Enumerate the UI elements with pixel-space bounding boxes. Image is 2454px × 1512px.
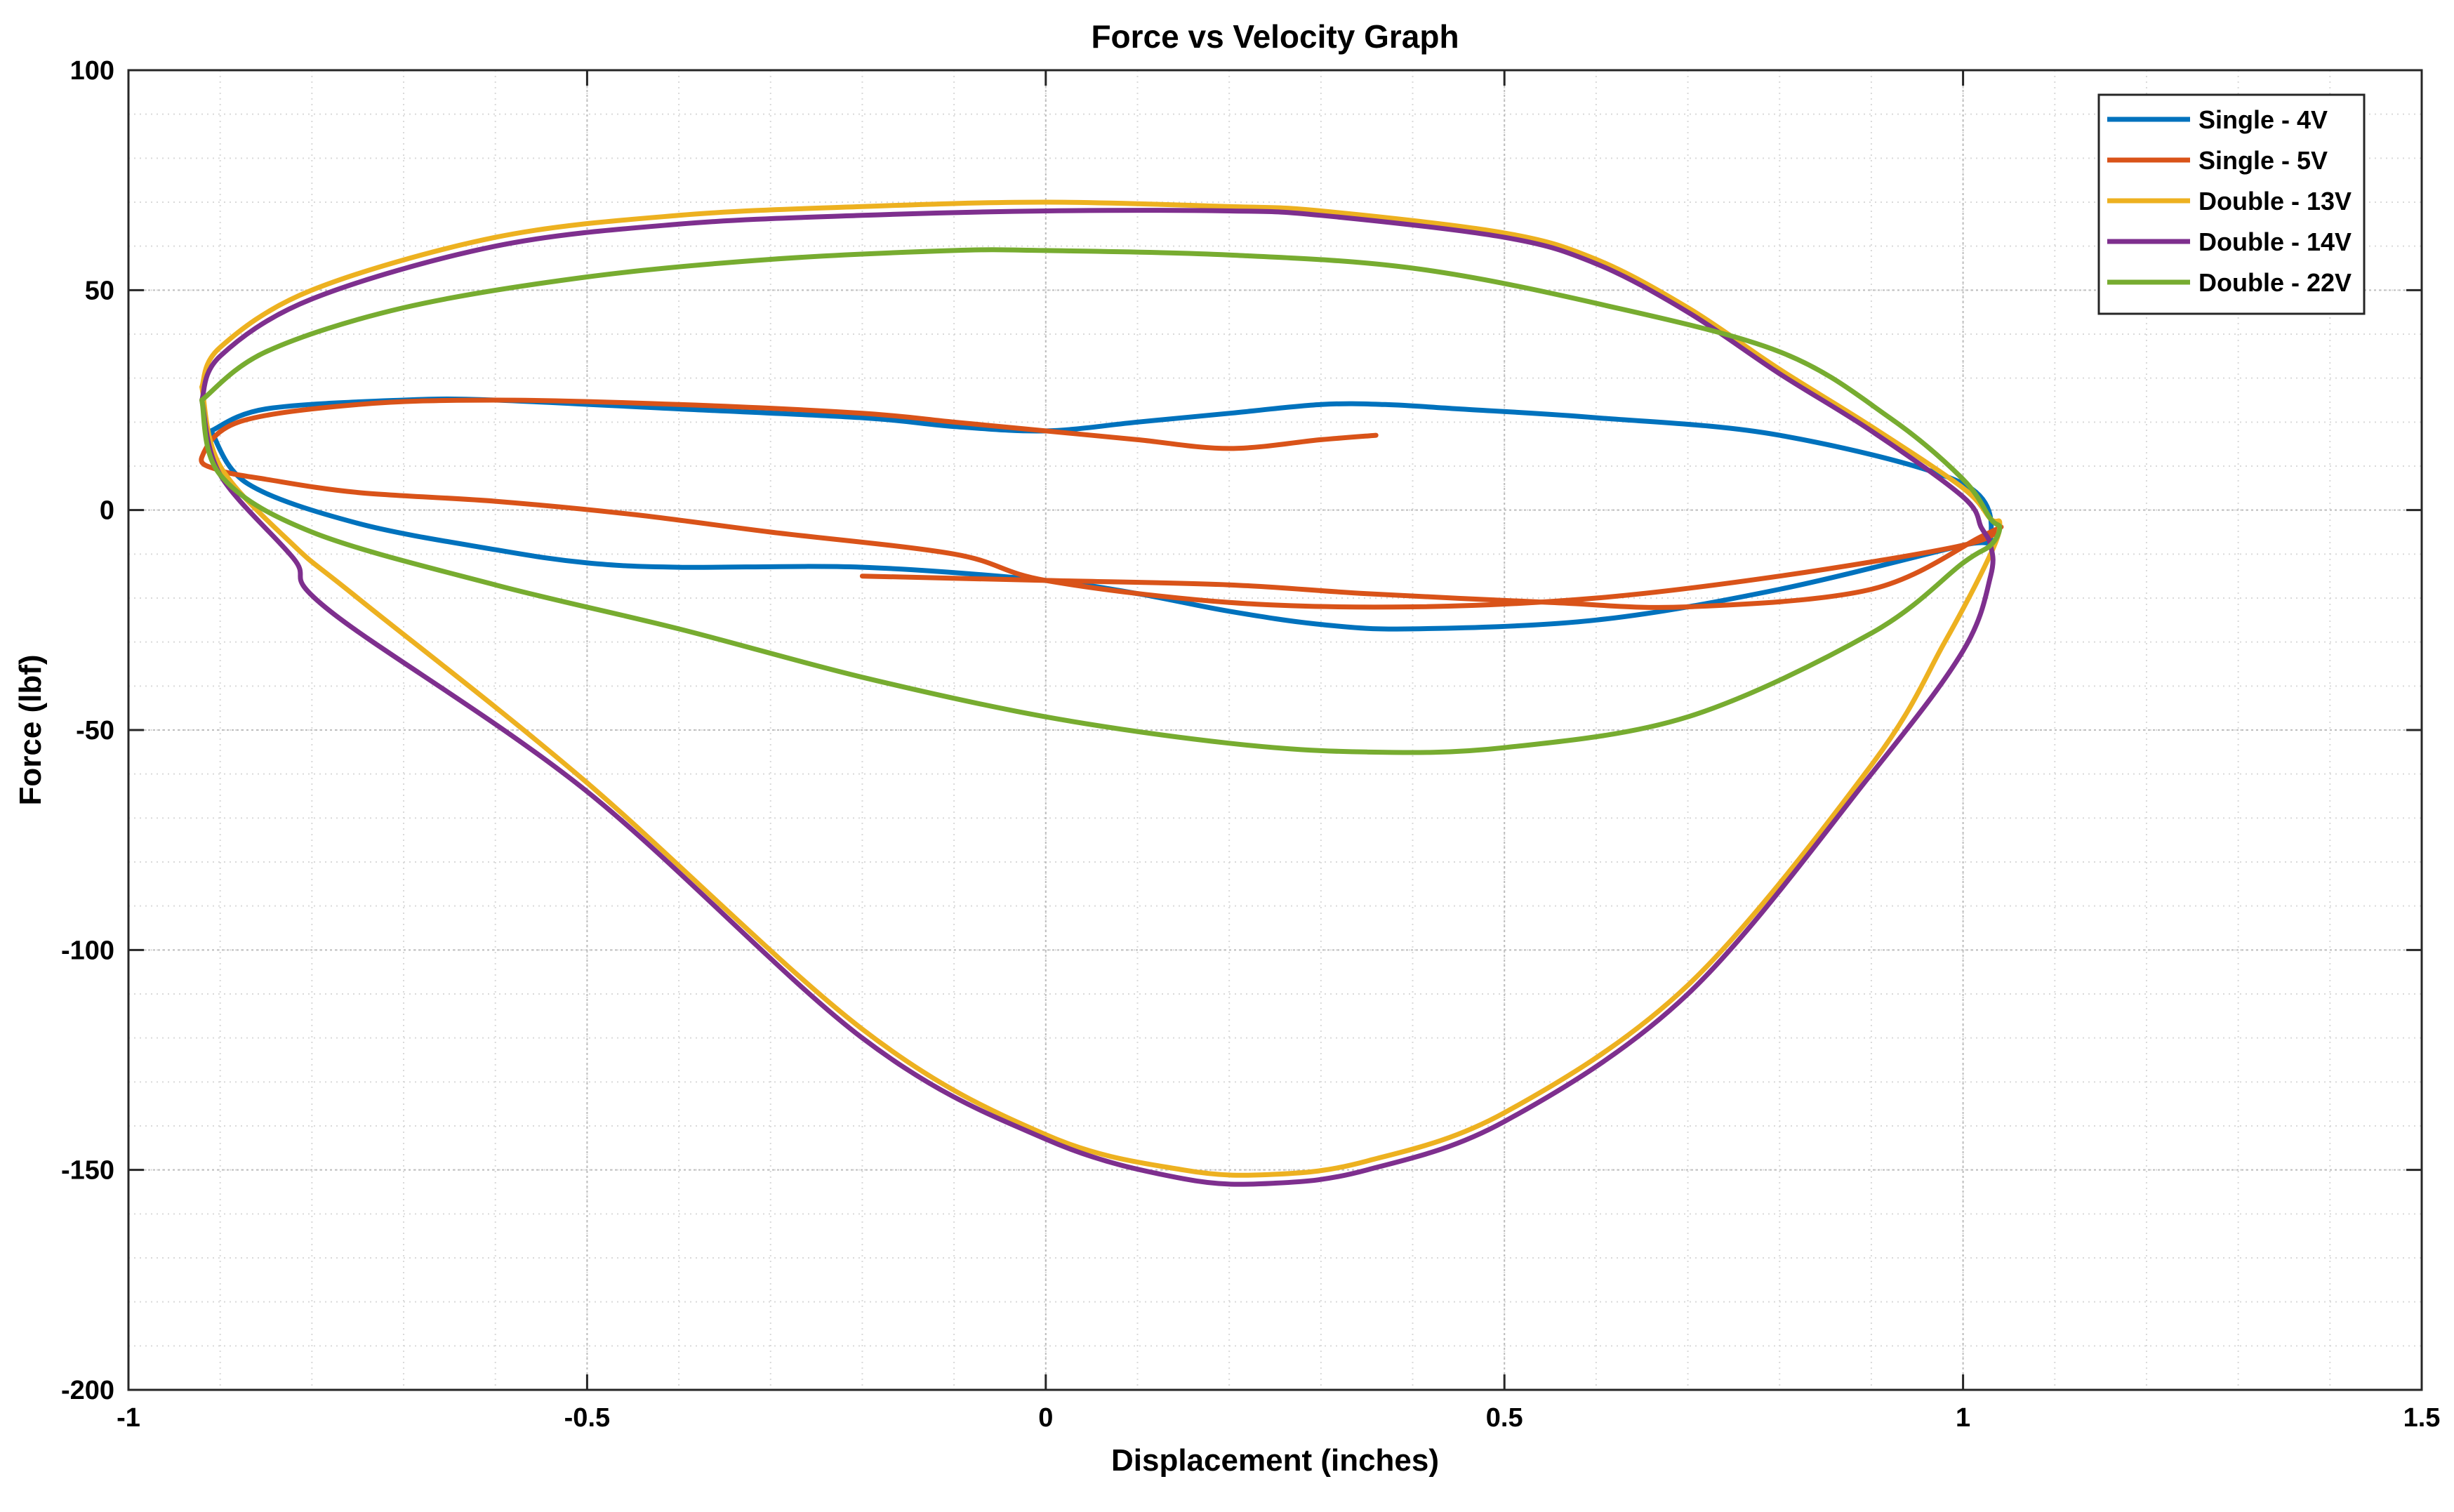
y-tick-label: -150 bbox=[61, 1156, 114, 1186]
series-line-double-22v bbox=[199, 247, 2003, 755]
x-tick-label: 1.5 bbox=[2403, 1403, 2441, 1433]
chart-title: Force vs Velocity Graph bbox=[1091, 18, 1459, 55]
legend-entry: Double - 13V bbox=[2198, 187, 2352, 215]
x-tick-label: 0.5 bbox=[1486, 1403, 1523, 1433]
legend-entry: Double - 22V bbox=[2198, 268, 2352, 297]
y-tick-label: -100 bbox=[61, 936, 114, 965]
y-tick-label: 0 bbox=[100, 496, 114, 526]
y-tick-label: -200 bbox=[61, 1376, 114, 1405]
series-line-single-4v bbox=[208, 396, 1994, 632]
x-tick-label: 0 bbox=[1038, 1403, 1053, 1433]
x-axis-label: Displacement (inches) bbox=[1111, 1443, 1439, 1478]
series-layer bbox=[199, 199, 2004, 1187]
legend-box bbox=[2097, 93, 2366, 315]
legend-entry: Double - 14V bbox=[2198, 227, 2352, 256]
legend-entry: Single - 5V bbox=[2198, 146, 2328, 175]
y-tick-label: -50 bbox=[76, 716, 114, 745]
series-line-double-14v bbox=[199, 208, 1996, 1187]
y-axis-label: Force (lbf) bbox=[13, 654, 48, 805]
x-tick-label: 1 bbox=[1956, 1403, 1970, 1433]
x-axis-ticks: -1 -0.5 0 0.5 1 1.5 bbox=[117, 70, 2440, 1433]
legend-entry: Single - 4V bbox=[2198, 105, 2328, 134]
x-tick-label: -1 bbox=[117, 1403, 140, 1433]
y-axis-ticks: -200 -150 -100 -50 0 50 100 bbox=[61, 56, 2422, 1405]
legend: Single - 4V Single - 5V Double - 13V Double… bbox=[2097, 93, 2366, 315]
series-line-single-5v bbox=[199, 397, 2004, 610]
y-tick-label: 50 bbox=[85, 276, 114, 305]
y-tick-label: 100 bbox=[70, 56, 114, 86]
x-tick-label: -0.5 bbox=[564, 1403, 610, 1433]
